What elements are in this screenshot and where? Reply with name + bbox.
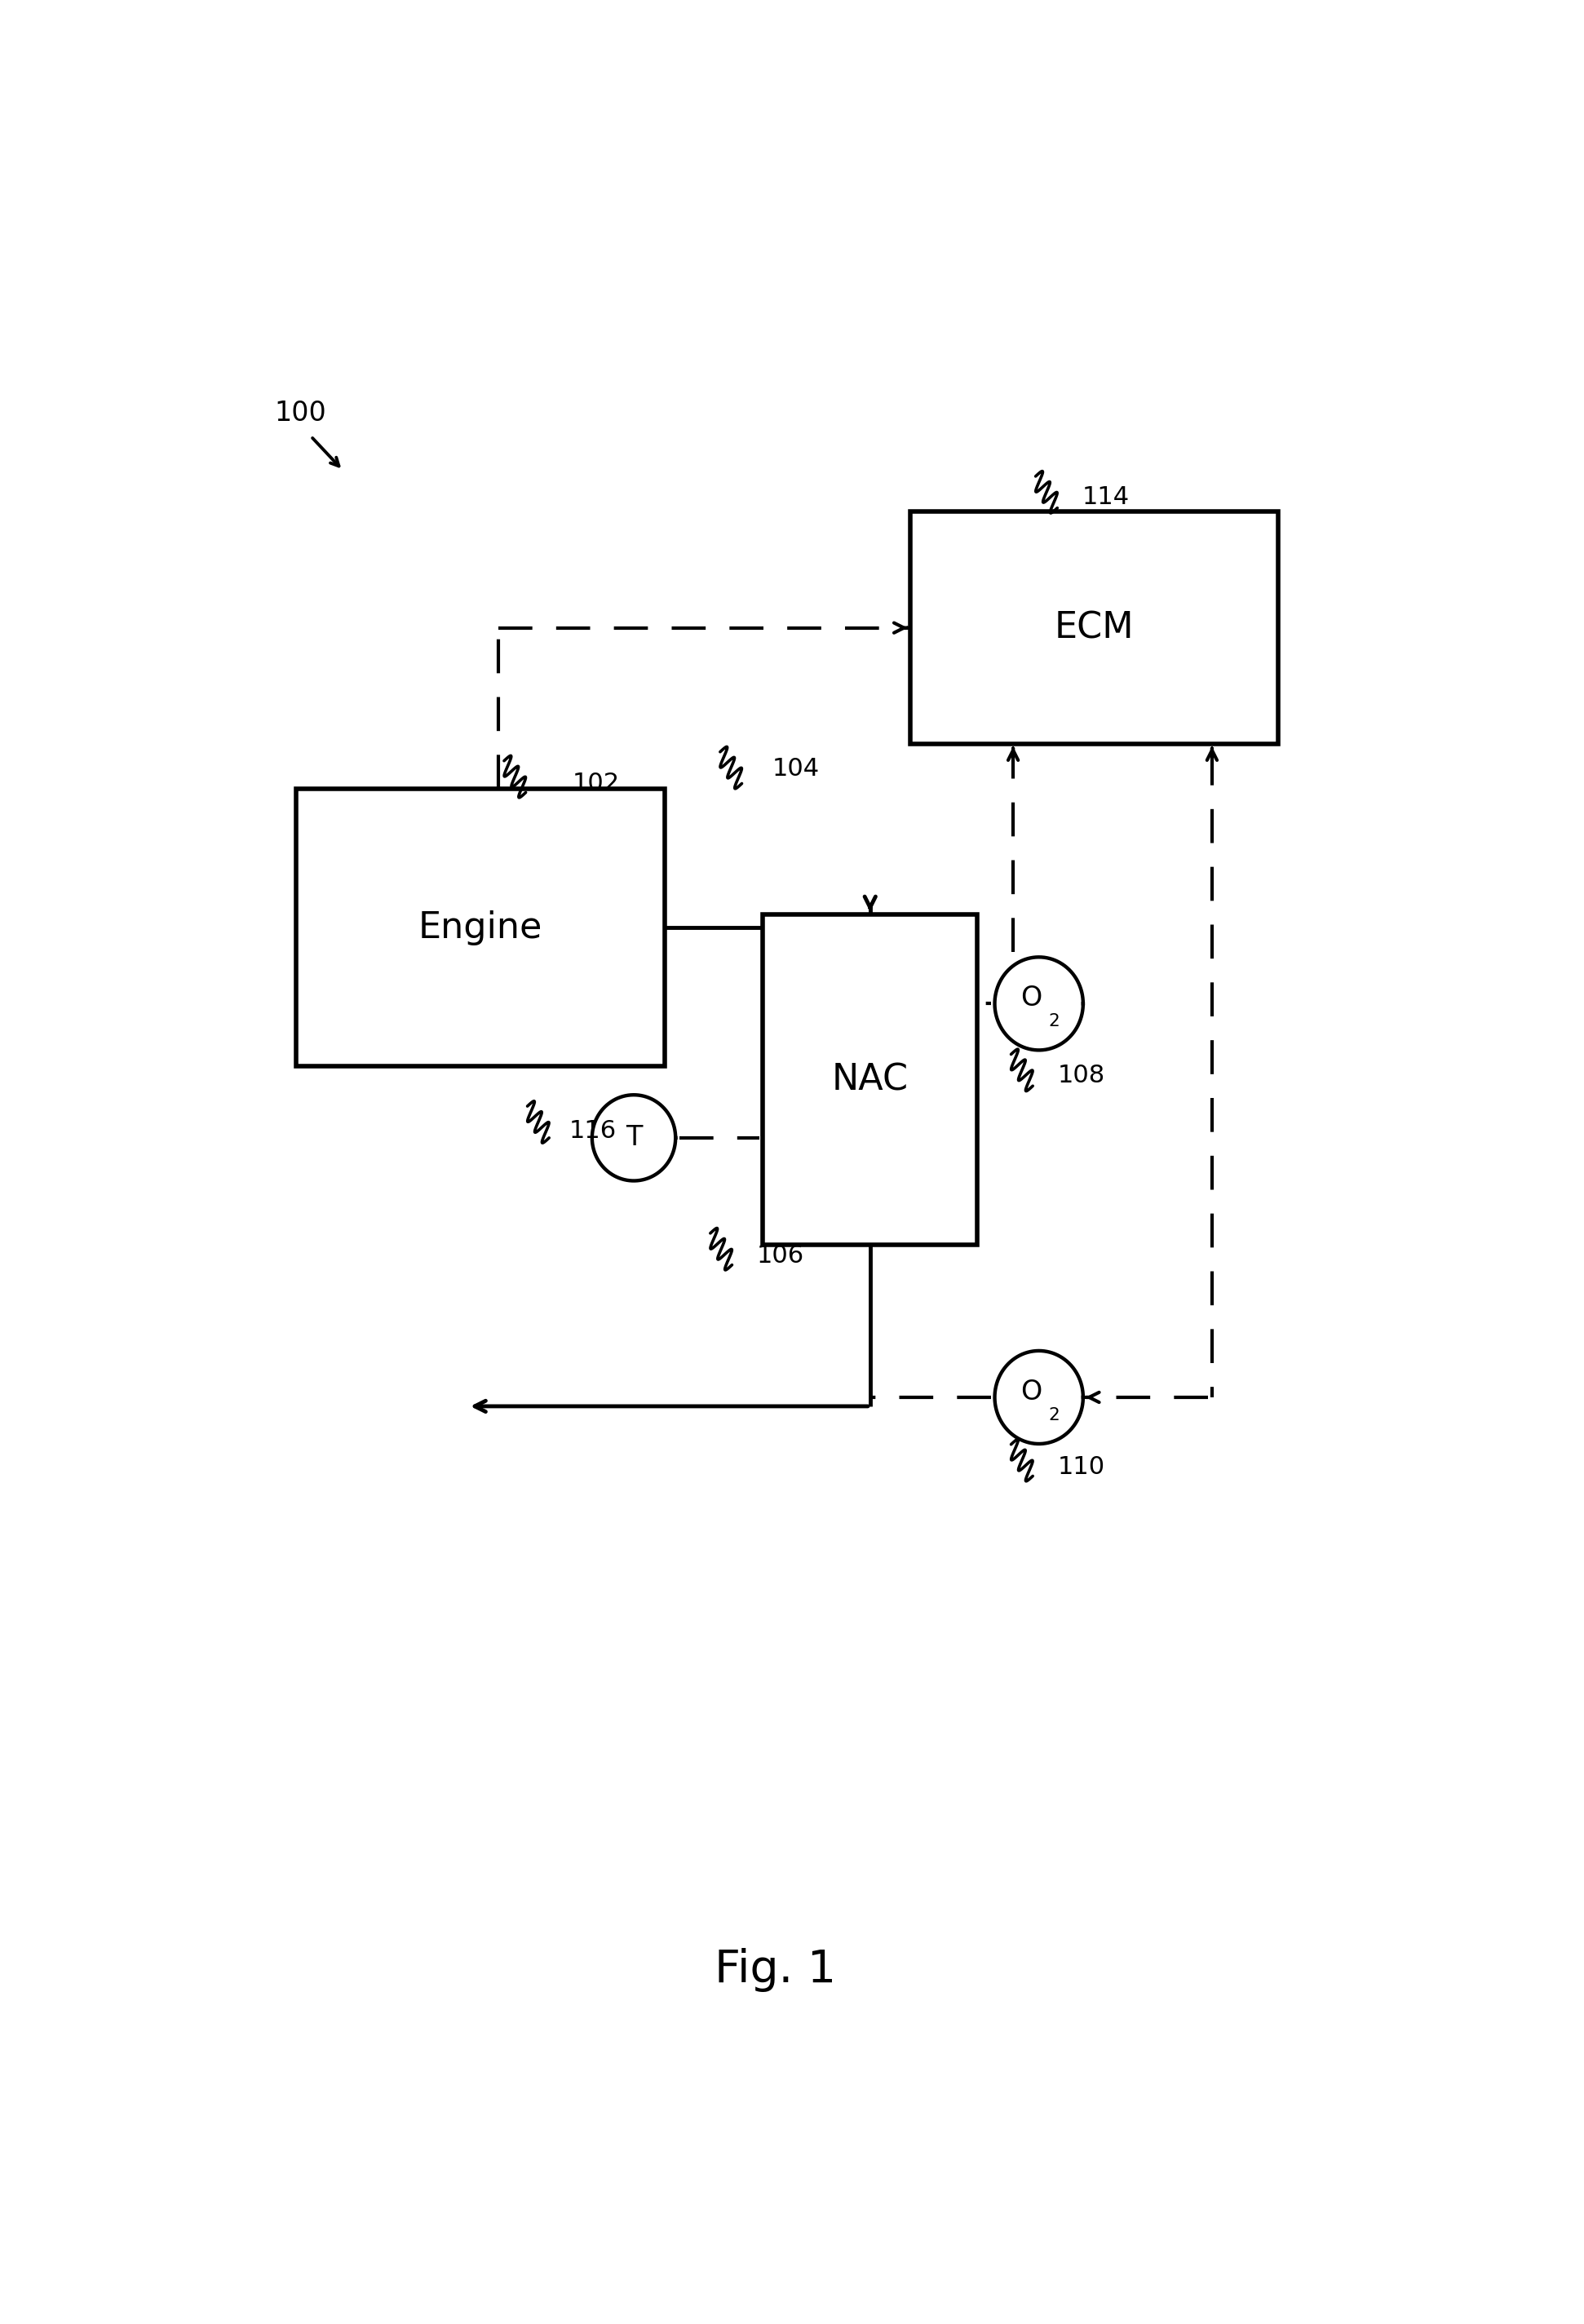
- Text: 106: 106: [757, 1243, 805, 1269]
- FancyBboxPatch shape: [909, 511, 1278, 744]
- Text: Fig. 1: Fig. 1: [714, 1948, 836, 1992]
- Text: 100: 100: [274, 400, 326, 428]
- Text: O: O: [1020, 985, 1042, 1011]
- Text: 104: 104: [773, 758, 821, 781]
- Text: 114: 114: [1082, 486, 1129, 509]
- Text: ECM: ECM: [1055, 611, 1134, 646]
- Text: 102: 102: [572, 772, 619, 795]
- Polygon shape: [592, 1095, 675, 1181]
- Text: Engine: Engine: [418, 911, 542, 946]
- Text: 116: 116: [569, 1118, 616, 1143]
- Text: O: O: [1020, 1378, 1042, 1406]
- Text: T: T: [626, 1125, 642, 1150]
- FancyBboxPatch shape: [763, 913, 977, 1246]
- Text: 2: 2: [1049, 1013, 1060, 1030]
- Text: 108: 108: [1058, 1064, 1104, 1088]
- Polygon shape: [995, 1350, 1083, 1443]
- FancyBboxPatch shape: [296, 788, 665, 1067]
- Polygon shape: [995, 957, 1083, 1050]
- Text: 110: 110: [1058, 1455, 1104, 1478]
- Text: NAC: NAC: [832, 1062, 909, 1097]
- Text: 2: 2: [1049, 1406, 1060, 1422]
